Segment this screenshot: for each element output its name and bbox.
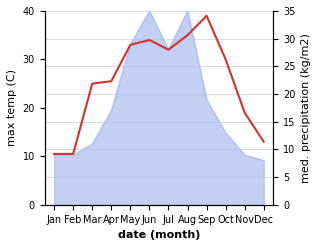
Y-axis label: max temp (C): max temp (C) xyxy=(7,69,17,146)
Y-axis label: med. precipitation (kg/m2): med. precipitation (kg/m2) xyxy=(301,33,311,183)
X-axis label: date (month): date (month) xyxy=(118,230,200,240)
